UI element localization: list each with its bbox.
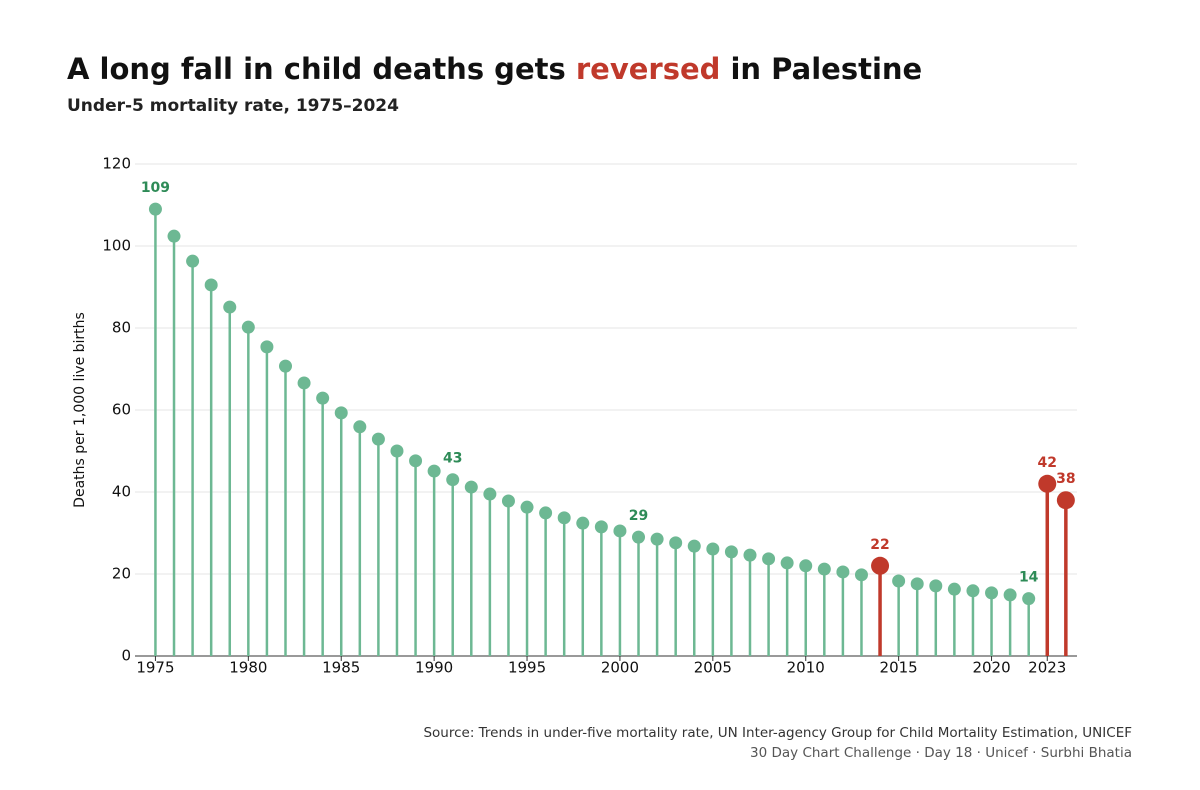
y-tick-label: 60	[112, 401, 131, 419]
dot	[780, 556, 794, 570]
dot	[687, 539, 701, 553]
x-tick-label: 1975	[136, 659, 174, 677]
dot	[724, 545, 738, 559]
dot	[613, 524, 627, 538]
dot	[1056, 491, 1075, 510]
dot	[186, 254, 200, 268]
dot	[799, 559, 813, 573]
dot	[892, 574, 906, 588]
y-axis-label: Deaths per 1,000 live births	[72, 312, 88, 508]
dot	[148, 202, 162, 216]
dot	[836, 565, 850, 579]
value-label: 42	[1038, 455, 1057, 471]
dot	[743, 548, 757, 562]
title-part: A long fall in child deaths gets	[67, 52, 576, 86]
x-tick-label: 1995	[508, 659, 546, 677]
credit: 30 Day Chart Challenge · Day 18 · Unicef…	[750, 745, 1132, 761]
source: Source: Trends in under-five mortality r…	[423, 725, 1132, 741]
value-label: 29	[629, 508, 648, 524]
dot	[576, 516, 590, 530]
x-tick-label: 2010	[787, 659, 825, 677]
dot	[483, 487, 497, 501]
dot	[464, 480, 478, 494]
x-tick-label: 2015	[880, 659, 918, 677]
dot	[501, 494, 515, 508]
value-label: 22	[870, 537, 889, 553]
x-tick-label: 2000	[601, 659, 639, 677]
dot	[669, 536, 683, 550]
dot	[353, 420, 367, 434]
dot	[762, 552, 776, 566]
dot	[204, 278, 218, 292]
dot	[223, 300, 237, 314]
dot	[520, 500, 534, 514]
title-highlight: reversed	[576, 52, 721, 86]
dot	[316, 391, 330, 405]
dot	[1038, 474, 1057, 493]
dot	[985, 586, 999, 600]
dot	[427, 464, 441, 478]
dot	[297, 376, 311, 390]
title-part: in Palestine	[720, 52, 922, 86]
dot	[446, 473, 460, 487]
dot	[871, 556, 890, 575]
y-tick-label: 0	[121, 647, 131, 665]
value-label: 109	[141, 180, 170, 196]
x-tick-label: 1990	[415, 659, 453, 677]
dot	[241, 320, 255, 334]
dot	[1003, 588, 1017, 602]
subtitle: Under-5 mortality rate, 1975–2024	[67, 96, 399, 116]
y-tick-label: 120	[102, 155, 131, 173]
dot	[947, 582, 961, 596]
x-tick-label: 1980	[229, 659, 267, 677]
dot	[334, 406, 348, 420]
chart-title: A long fall in child deaths gets reverse…	[67, 52, 922, 86]
value-label: 14	[1019, 570, 1039, 586]
dot	[706, 542, 720, 556]
x-tick-label: 2023	[1028, 659, 1066, 677]
dot	[910, 577, 924, 591]
y-tick-label: 20	[112, 565, 131, 583]
value-label: 43	[443, 451, 462, 467]
dot	[390, 444, 404, 458]
y-tick-label: 80	[112, 319, 131, 337]
x-tick-label: 2020	[972, 659, 1010, 677]
dot	[278, 359, 292, 373]
dot	[817, 562, 831, 576]
dot	[650, 532, 664, 546]
dot	[632, 530, 646, 544]
y-tick-label: 40	[112, 483, 131, 501]
y-tick-label: 100	[102, 237, 131, 255]
dot	[409, 454, 423, 468]
dot	[371, 432, 385, 446]
dot	[929, 579, 943, 593]
dot	[167, 229, 181, 243]
dot	[539, 506, 553, 520]
x-tick-label: 1985	[322, 659, 360, 677]
dot	[557, 511, 571, 525]
dot	[594, 520, 608, 534]
dot	[260, 340, 274, 354]
dot	[1022, 592, 1036, 606]
dot	[966, 584, 980, 598]
dot	[854, 568, 868, 582]
x-tick-label: 2005	[694, 659, 732, 677]
value-label: 38	[1056, 471, 1075, 487]
